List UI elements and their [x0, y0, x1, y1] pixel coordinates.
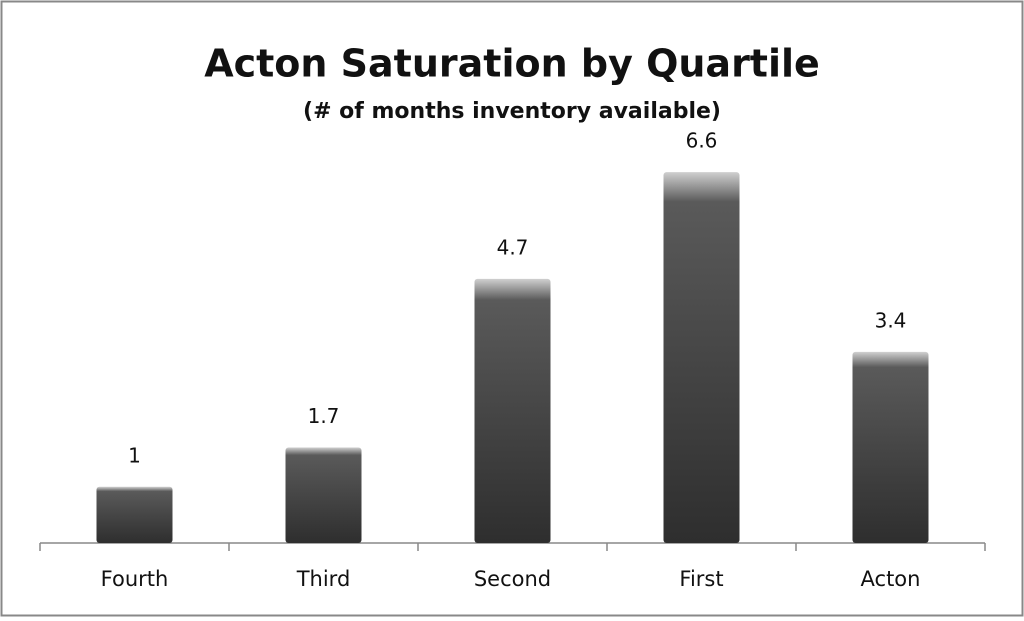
x-tick-label: First [679, 567, 723, 591]
x-tick-label: Acton [861, 567, 921, 591]
bar [852, 351, 929, 543]
data-label: 3.4 [875, 308, 907, 332]
bar [474, 278, 551, 543]
data-label: 1.7 [308, 404, 340, 428]
data-label: 6.6 [686, 129, 718, 153]
x-tick-label: Fourth [101, 567, 169, 591]
bar [663, 172, 740, 543]
bar [285, 447, 362, 543]
x-tick-label: Third [296, 567, 351, 591]
bar [96, 486, 173, 543]
chart-title: Acton Saturation by Quartile [204, 42, 820, 86]
x-tick-label: Second [474, 567, 551, 591]
chart-subtitle: (# of months inventory available) [303, 99, 721, 124]
data-label: 1 [128, 443, 141, 467]
data-label: 4.7 [497, 235, 529, 259]
